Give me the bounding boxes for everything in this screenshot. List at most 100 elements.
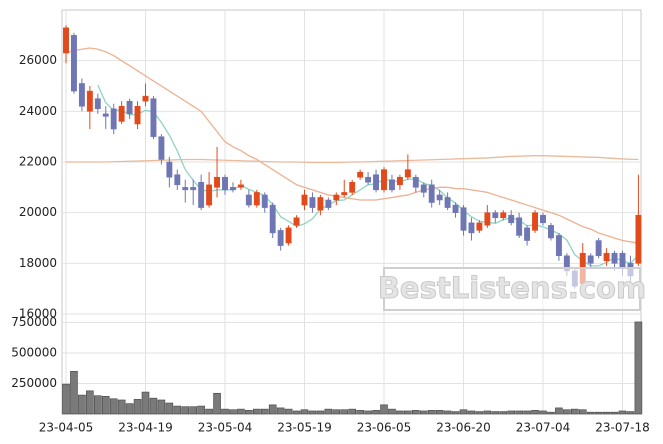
- candle-body: [222, 176, 228, 191]
- candle-body: [309, 197, 316, 208]
- volume-bar: [189, 406, 197, 415]
- volume-bar: [507, 410, 516, 415]
- candle-body: [444, 197, 451, 208]
- volume-tick-label: 250000: [11, 376, 57, 390]
- candle-body: [198, 182, 205, 208]
- x-tick-label: 23-06-20: [436, 421, 490, 435]
- volume-bar: [578, 409, 587, 415]
- x-tick-label: 23-04-19: [118, 421, 172, 435]
- x-tick-label: 23-06-05: [357, 421, 411, 435]
- volume-bar: [229, 409, 237, 415]
- x-tick-label: 23-07-18: [595, 421, 649, 435]
- volume-bar: [364, 410, 372, 415]
- y-tick-label: 16000: [19, 307, 57, 321]
- volume-bar: [332, 409, 341, 415]
- candle-body: [63, 27, 69, 54]
- volume-bar: [300, 409, 309, 415]
- candle-body: [389, 179, 395, 191]
- candle-body: [548, 225, 554, 239]
- volume-bar: [396, 410, 404, 415]
- candle-body: [237, 184, 244, 188]
- volume-bar: [586, 411, 595, 415]
- candle-body: [381, 169, 387, 191]
- candle-body: [373, 174, 380, 191]
- candle-body: [436, 194, 443, 201]
- x-tick-label: 23-04-05: [39, 421, 93, 435]
- candle-body: [412, 176, 419, 188]
- y-tick-label: 26000: [19, 53, 57, 67]
- volume-bar: [149, 397, 158, 415]
- volume-bar: [78, 394, 86, 415]
- candle-body: [325, 199, 332, 208]
- candle-body: [484, 212, 491, 226]
- volume-bar: [443, 410, 452, 415]
- volume-bar: [101, 396, 110, 415]
- volume-bar: [618, 410, 627, 415]
- candle-body: [420, 184, 427, 193]
- volume-bar: [459, 409, 468, 415]
- candle-body: [230, 187, 236, 191]
- candle-body: [285, 227, 292, 244]
- volume-bar: [245, 410, 253, 415]
- volume-bar: [435, 410, 444, 415]
- volume-bar: [173, 405, 182, 415]
- candle-body: [126, 100, 133, 115]
- candle-body: [587, 255, 594, 264]
- volume-bar: [467, 410, 476, 415]
- volume-bar: [411, 410, 420, 415]
- watermark-box: [383, 267, 641, 311]
- volume-bar: [141, 391, 150, 415]
- volume-bar: [451, 411, 460, 415]
- candle-body: [71, 35, 77, 92]
- candle-body: [516, 217, 523, 236]
- volume-bar: [626, 411, 635, 415]
- y-tick-label: 18000: [19, 256, 57, 270]
- candle-body: [357, 171, 364, 178]
- volume-bar: [340, 409, 349, 415]
- volume-bar: [260, 408, 269, 415]
- volume-bar: [324, 408, 333, 415]
- candle-body: [611, 252, 618, 264]
- volume-bar: [316, 410, 325, 415]
- candle-body: [492, 212, 499, 218]
- volume-bar: [109, 398, 118, 415]
- candle-body: [476, 222, 483, 231]
- candle-body: [261, 194, 268, 208]
- candle-body: [349, 182, 356, 193]
- volume-bar: [348, 408, 357, 415]
- volume-bar: [404, 410, 412, 415]
- volume-bar: [483, 410, 492, 415]
- candle-body: [452, 204, 459, 213]
- candle-body: [166, 161, 173, 178]
- volume-bar: [86, 390, 94, 415]
- volume-bar: [253, 408, 261, 415]
- volume-bar: [133, 399, 142, 415]
- volume-bar: [547, 411, 555, 415]
- volume-bar: [276, 407, 285, 415]
- candle-body: [404, 169, 411, 178]
- x-tick-label: 23-07-04: [516, 421, 570, 435]
- candle-body: [150, 98, 157, 137]
- candle-body: [86, 90, 93, 112]
- y-tick-label: 24000: [19, 104, 57, 118]
- candle-body: [245, 194, 252, 206]
- volume-bar: [523, 410, 531, 415]
- volume-bar: [268, 404, 277, 415]
- volume-bar: [292, 410, 301, 415]
- volume-bar: [570, 408, 579, 415]
- candle-body: [524, 227, 531, 241]
- volume-bar: [284, 408, 293, 415]
- x-tick-label: 23-05-04: [198, 421, 252, 435]
- candle-body: [396, 176, 403, 186]
- volume-bar: [205, 408, 213, 415]
- volume-bar: [539, 410, 547, 415]
- volume-bar: [634, 321, 643, 415]
- candle-body: [428, 184, 435, 203]
- volume-bar: [308, 410, 317, 415]
- candle-body: [110, 108, 117, 130]
- volume-bar: [427, 410, 436, 415]
- watermark: BestListens.com: [377, 267, 647, 311]
- volume-bar: [221, 408, 229, 415]
- plot-frame: [61, 9, 642, 415]
